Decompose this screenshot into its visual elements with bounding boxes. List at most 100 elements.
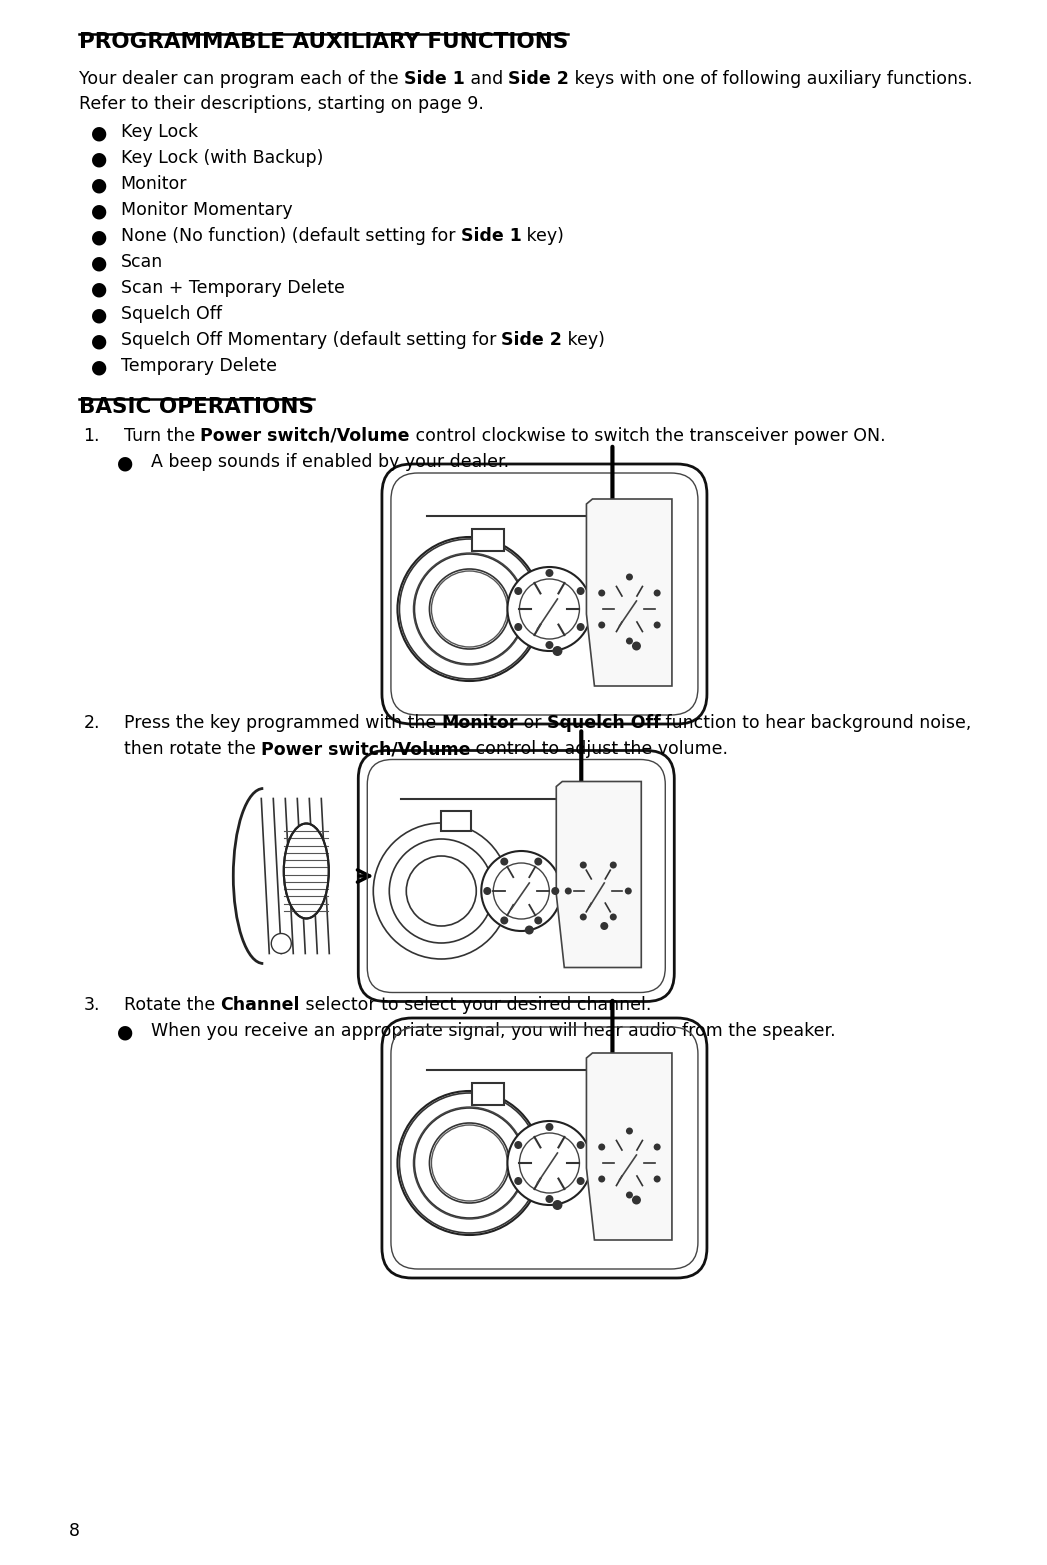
Circle shape: [374, 823, 509, 959]
Text: keys with one of following auxiliary functions.: keys with one of following auxiliary fun…: [570, 70, 973, 88]
Circle shape: [553, 646, 562, 656]
Circle shape: [592, 571, 667, 646]
Circle shape: [603, 1138, 655, 1189]
Ellipse shape: [284, 823, 329, 919]
Text: 8: 8: [68, 1523, 80, 1540]
Circle shape: [577, 587, 584, 595]
Text: Scan + Temporary Delete: Scan + Temporary Delete: [120, 279, 344, 297]
Circle shape: [500, 917, 508, 925]
Text: 1.: 1.: [84, 427, 101, 444]
Bar: [472, 529, 504, 551]
Circle shape: [553, 1200, 562, 1210]
Text: ●: ●: [90, 149, 107, 167]
Circle shape: [431, 1125, 508, 1200]
Polygon shape: [586, 1053, 672, 1239]
Circle shape: [500, 858, 508, 865]
Circle shape: [514, 587, 522, 595]
Circle shape: [577, 1177, 584, 1185]
Circle shape: [609, 914, 617, 920]
Circle shape: [519, 1133, 579, 1193]
Text: Side 2: Side 2: [508, 70, 570, 88]
Circle shape: [545, 1124, 554, 1131]
Text: and: and: [465, 70, 508, 88]
Circle shape: [514, 623, 522, 631]
Circle shape: [598, 621, 605, 629]
Circle shape: [626, 573, 633, 581]
Text: ●: ●: [90, 279, 107, 297]
Circle shape: [632, 642, 641, 651]
Text: PROGRAMMABLE AUXILIARY FUNCTIONS: PROGRAMMABLE AUXILIARY FUNCTIONS: [79, 31, 567, 52]
Circle shape: [508, 1121, 592, 1205]
Text: When you receive an appropriate signal, you will hear audio from the speaker.: When you receive an appropriate signal, …: [151, 1022, 836, 1041]
Text: Side 2: Side 2: [502, 332, 562, 349]
Text: Monitor: Monitor: [441, 714, 517, 732]
Circle shape: [545, 1196, 554, 1203]
Circle shape: [493, 862, 550, 919]
Bar: [472, 1083, 504, 1105]
Text: ●: ●: [116, 1022, 133, 1041]
Text: Power switch/Volume: Power switch/Volume: [200, 427, 409, 444]
FancyBboxPatch shape: [382, 463, 707, 725]
Circle shape: [653, 1175, 661, 1183]
Circle shape: [525, 925, 534, 934]
Text: or: or: [517, 714, 547, 732]
Text: ●: ●: [116, 452, 133, 473]
Text: Power switch/Volume: Power switch/Volume: [261, 740, 470, 757]
Text: Turn the: Turn the: [124, 427, 200, 444]
Circle shape: [562, 854, 634, 926]
Text: Monitor Momentary: Monitor Momentary: [120, 200, 292, 219]
Circle shape: [598, 590, 605, 596]
Circle shape: [398, 537, 541, 681]
Text: Key Lock (with Backup): Key Lock (with Backup): [120, 149, 322, 167]
Text: key): key): [521, 227, 564, 246]
Text: Squelch Off Momentary (default setting for: Squelch Off Momentary (default setting f…: [120, 332, 502, 349]
Circle shape: [398, 1091, 541, 1235]
Text: Refer to their descriptions, starting on page 9.: Refer to their descriptions, starting on…: [79, 95, 484, 113]
Circle shape: [271, 933, 291, 953]
Text: BASIC OPERATIONS: BASIC OPERATIONS: [79, 398, 313, 416]
Circle shape: [519, 579, 579, 639]
Text: ●: ●: [90, 124, 107, 142]
Text: key): key): [562, 332, 605, 349]
Text: then rotate the: then rotate the: [124, 740, 261, 757]
Circle shape: [514, 1177, 522, 1185]
Circle shape: [577, 1141, 584, 1149]
Text: ●: ●: [90, 332, 107, 351]
Text: control to adjust the volume.: control to adjust the volume.: [470, 740, 729, 757]
Text: ●: ●: [90, 357, 107, 376]
Circle shape: [564, 887, 572, 895]
Text: ●: ●: [90, 254, 107, 272]
Circle shape: [552, 887, 559, 895]
Circle shape: [484, 887, 491, 895]
Circle shape: [598, 1144, 605, 1150]
Text: A beep sounds if enabled by your dealer.: A beep sounds if enabled by your dealer.: [151, 452, 509, 471]
Text: Your dealer can program each of the: Your dealer can program each of the: [79, 70, 404, 88]
Text: ●: ●: [90, 305, 107, 324]
Text: Key Lock: Key Lock: [120, 124, 198, 141]
Circle shape: [482, 851, 561, 931]
Circle shape: [534, 917, 542, 925]
Text: Press the key programmed with the: Press the key programmed with the: [124, 714, 441, 732]
Text: Scan: Scan: [120, 254, 162, 271]
Circle shape: [653, 621, 661, 629]
Circle shape: [626, 1127, 633, 1135]
Text: selector to select your desired channel.: selector to select your desired channel.: [299, 995, 651, 1014]
Text: ●: ●: [90, 175, 107, 194]
Circle shape: [600, 922, 608, 930]
Circle shape: [508, 567, 592, 651]
Polygon shape: [586, 499, 672, 685]
Bar: [441, 811, 471, 831]
Polygon shape: [556, 781, 641, 967]
Circle shape: [603, 584, 655, 635]
Circle shape: [625, 887, 631, 895]
Circle shape: [577, 623, 584, 631]
Text: 2.: 2.: [84, 714, 101, 732]
Text: Squelch Off: Squelch Off: [120, 305, 222, 322]
Text: ●: ●: [90, 200, 107, 221]
Text: Monitor: Monitor: [120, 175, 187, 192]
Circle shape: [545, 570, 554, 577]
Circle shape: [653, 1144, 661, 1150]
Circle shape: [575, 867, 622, 916]
Circle shape: [592, 1125, 667, 1200]
Text: ●: ●: [90, 227, 107, 246]
